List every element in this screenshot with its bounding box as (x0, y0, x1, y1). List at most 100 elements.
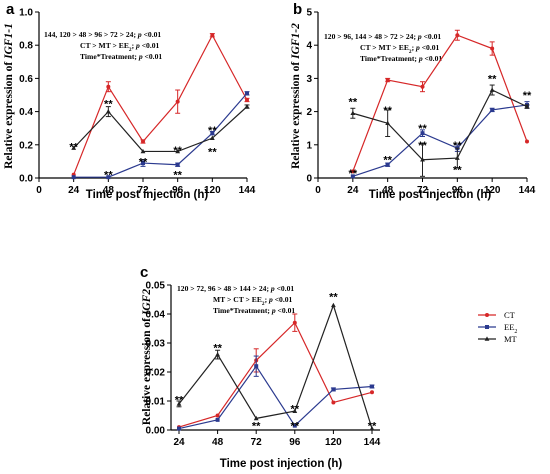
data-point (141, 161, 145, 166)
series-line (73, 33, 248, 175)
legend-marker (484, 336, 490, 341)
legend-label: CT (504, 310, 516, 320)
significance-star: ** (104, 170, 113, 182)
x-tick-label: 48 (212, 437, 224, 448)
x-tick-label: 24 (173, 437, 185, 448)
significance-star: ** (349, 168, 358, 180)
x-tick-label: 24 (347, 185, 359, 196)
data-point (175, 148, 181, 154)
stat-annotation: Time*Treatment; p <0.01 (80, 52, 162, 61)
significance-star: ** (349, 97, 358, 109)
x-axis-label: Time post injection (h) (86, 189, 209, 201)
series-ee2 (350, 101, 530, 179)
y-tick-label: 0.05 (146, 281, 166, 292)
x-tick-label: 0 (36, 185, 42, 196)
stat-annotation: 120 > 96, 144 > 48 > 72 > 24; p <0.01 (324, 32, 441, 41)
significance-star: ** (139, 156, 148, 168)
data-point (420, 131, 425, 136)
stat-annotation: 144, 120 > 48 > 96 > 72 > 24; p <0.01 (44, 30, 161, 39)
data-point (71, 175, 76, 180)
significance-star: ** (368, 421, 377, 433)
x-tick-label: 72 (251, 437, 263, 448)
data-point (245, 91, 249, 96)
chart-panel-a: a 0.0 0.2 0.4 0.6 0.8 1.0 0 24 48 72 96 120 144 Time p… (3, 1, 256, 201)
significance-star: ** (104, 98, 113, 110)
x-tick-label: 96 (172, 185, 184, 196)
significance-star: ** (69, 141, 78, 153)
stat-annotation: CT > MT > EE2; p <0.01 (80, 41, 160, 53)
data-point (385, 162, 390, 167)
chart-panel-b: b 0 1 2 3 4 5 0 24 48 72 96 120 144 Time post injectio… (290, 1, 536, 201)
series-line (178, 321, 373, 428)
x-tick-label: 120 (204, 185, 221, 196)
series-line (73, 106, 248, 153)
data-point (370, 390, 374, 395)
y-tick-label: 3 (306, 74, 312, 85)
series-ee2 (71, 91, 250, 180)
data-point (292, 320, 297, 325)
y-tick-label: 0.6 (19, 74, 33, 85)
y-tick-label: 0.8 (19, 41, 33, 52)
series-line (352, 104, 528, 177)
stat-annotation: CT > MT > EE2; p <0.01 (360, 43, 440, 55)
data-point (370, 384, 374, 389)
data-point (215, 352, 220, 357)
stat-annotation: 120 > 72, 96 > 48 > 144 > 24; p <0.01 (177, 284, 294, 293)
legend-label: MT (504, 334, 518, 344)
y-tick-label: 1 (306, 140, 312, 151)
x-tick-label: 48 (382, 185, 394, 196)
x-tick-label: 96 (289, 437, 301, 448)
data-point (215, 417, 220, 422)
legend-marker (485, 325, 489, 329)
data-point (420, 84, 425, 89)
data-point (489, 87, 495, 92)
y-axis-label: Relative expression of IGF2 (141, 289, 153, 425)
data-point (331, 387, 336, 392)
x-tick-label: 144 (239, 185, 256, 196)
data-point (385, 78, 390, 83)
significance-star: ** (173, 145, 182, 157)
y-tick-label: 0.4 (19, 107, 33, 118)
data-point (215, 413, 220, 418)
data-point (350, 169, 355, 174)
x-tick-label: 120 (325, 437, 342, 448)
data-point (244, 104, 250, 109)
y-tick-label: 0.04 (146, 310, 166, 321)
legend-label: EE2 (504, 322, 517, 335)
y-tick-label: 4 (306, 41, 312, 52)
x-tick-label: 48 (103, 185, 115, 196)
x-tick-label: 0 (315, 185, 321, 196)
series-mt (71, 104, 250, 154)
series-ct (177, 313, 374, 430)
data-point (210, 131, 215, 136)
data-point (292, 423, 297, 428)
data-point (385, 120, 391, 126)
y-tick-label: 0.0 (19, 174, 33, 185)
series-line (352, 89, 528, 161)
panel-label: c (140, 264, 148, 281)
series-line (73, 92, 248, 178)
significance-star: ** (175, 395, 184, 407)
panel-label: a (6, 1, 15, 18)
significance-star: ** (453, 140, 462, 152)
x-tick-label: 144 (364, 437, 381, 448)
y-tick-label: 0.01 (146, 397, 166, 408)
x-tick-label: 96 (452, 185, 464, 196)
data-point (245, 97, 249, 102)
x-tick-label: 72 (417, 185, 429, 196)
y-tick-label: 0.03 (146, 339, 166, 350)
data-point (524, 104, 530, 109)
data-point (175, 99, 180, 104)
data-point (177, 426, 181, 431)
data-point (420, 157, 425, 162)
series-line (178, 303, 373, 429)
data-point (350, 110, 356, 116)
data-point (331, 400, 336, 405)
significance-star: ** (418, 123, 427, 135)
series-ct (71, 33, 250, 177)
y-tick-label: 1.0 (19, 8, 33, 19)
significance-star: ** (291, 403, 300, 415)
stat-annotation: Time*Treatment; p <0.01 (360, 54, 442, 63)
series-line (178, 365, 373, 430)
